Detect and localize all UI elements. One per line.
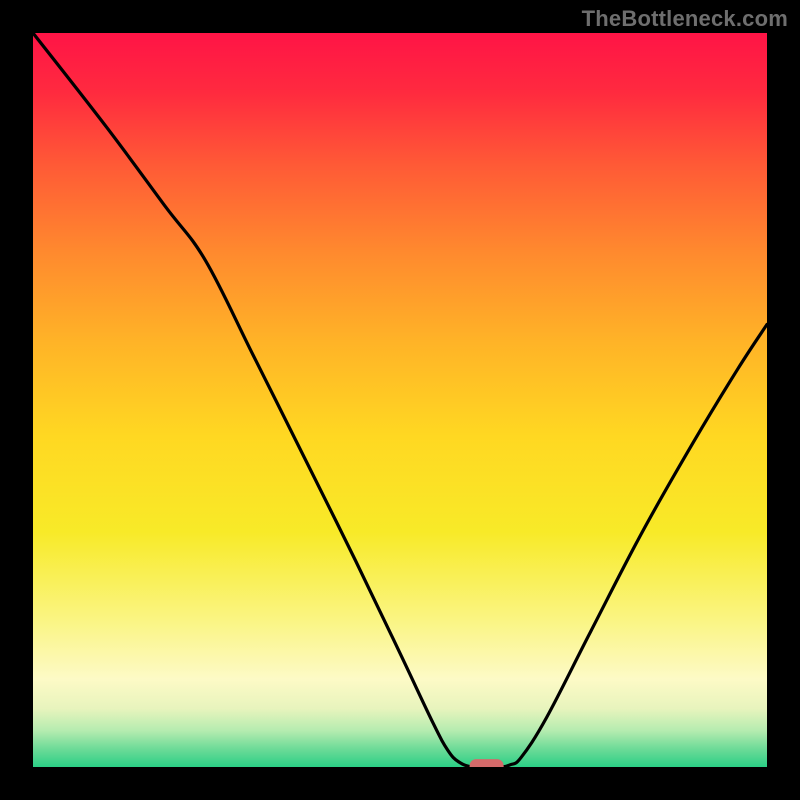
bottleneck-chart [0, 0, 800, 800]
watermark-text: TheBottleneck.com [582, 6, 788, 32]
chart-container: TheBottleneck.com [0, 0, 800, 800]
